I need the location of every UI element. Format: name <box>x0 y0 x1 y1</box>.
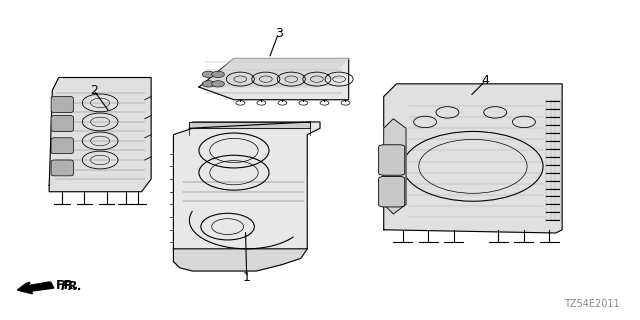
Text: 1: 1 <box>243 271 251 284</box>
FancyBboxPatch shape <box>51 160 74 176</box>
Polygon shape <box>173 122 320 249</box>
Circle shape <box>202 81 215 87</box>
Polygon shape <box>384 84 562 233</box>
FancyBboxPatch shape <box>51 138 74 154</box>
FancyBboxPatch shape <box>51 116 74 132</box>
FancyBboxPatch shape <box>379 177 404 207</box>
Polygon shape <box>199 59 349 100</box>
Polygon shape <box>384 119 406 214</box>
Circle shape <box>202 71 215 77</box>
Polygon shape <box>189 122 310 128</box>
Text: FR.: FR. <box>61 280 83 293</box>
Text: FR.: FR. <box>56 279 79 292</box>
Polygon shape <box>49 77 151 192</box>
Text: 3: 3 <box>275 27 282 40</box>
Polygon shape <box>173 249 307 271</box>
FancyBboxPatch shape <box>379 145 404 175</box>
Polygon shape <box>202 59 349 87</box>
Circle shape <box>212 81 225 87</box>
FancyArrow shape <box>17 283 54 294</box>
FancyBboxPatch shape <box>51 97 74 112</box>
Circle shape <box>212 71 225 77</box>
Text: 4: 4 <box>482 74 490 87</box>
Text: TZ54E2011: TZ54E2011 <box>564 299 620 309</box>
Text: 2: 2 <box>90 84 98 97</box>
